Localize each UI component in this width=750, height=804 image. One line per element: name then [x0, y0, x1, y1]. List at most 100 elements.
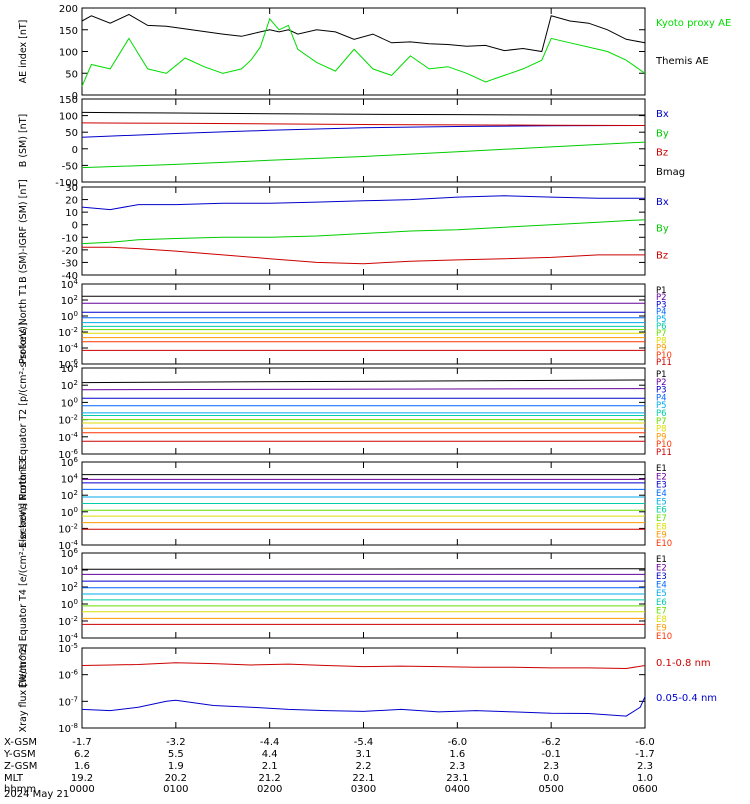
y-tick-label: 102 [61, 581, 78, 594]
legend-entry: By [656, 128, 669, 139]
legend-entry: 0.1-0.8 nm [656, 658, 711, 669]
y-tick-label: 10-4 [58, 539, 78, 552]
legend-entry: Themis AE [655, 56, 709, 67]
bottom-axis-row-label: MLT [4, 773, 24, 784]
legend-entry: E10 [656, 632, 672, 642]
legend-entry: P10 [656, 440, 672, 450]
legend-entry: 0.05-0.4 nm [656, 693, 717, 704]
legend-entry: E8 [656, 615, 667, 625]
legend-entry: P10 [656, 351, 672, 361]
legend-entry: E1 [656, 555, 667, 565]
y-tick-label: 10-2 [58, 326, 78, 339]
series-line [81, 125, 646, 138]
legend-entry: P1 [656, 286, 667, 296]
series-line [81, 141, 646, 169]
y-tick-label: 200 [59, 4, 78, 15]
legend-entry: E1 [656, 464, 667, 474]
bottom-axis-value: 0000 [69, 784, 94, 795]
y-tick-label: 10-4 [58, 632, 78, 645]
bottom-axis-value: 1.9 [168, 761, 184, 772]
legend-entry: E6 [656, 598, 667, 608]
bottom-axis-value: -6.0 [635, 737, 655, 748]
legend-entry: E2 [656, 472, 667, 482]
legend-entry: E8 [656, 522, 667, 532]
legend-entry: Bz [656, 148, 668, 159]
legend-entry: E3 [656, 481, 667, 491]
legend-entry: P2 [656, 293, 667, 303]
y-tick-label: 10-6 [58, 669, 78, 682]
bottom-axis-value: 3.1 [356, 749, 372, 760]
bottom-axis-value: 0200 [257, 784, 282, 795]
bottom-axis-value: 0100 [163, 784, 188, 795]
y-tick-label: 0 [72, 145, 78, 156]
series-line [81, 195, 645, 211]
bottom-axis-value: -5.4 [354, 737, 374, 748]
bottom-axis-value: 2.3 [449, 761, 465, 772]
legend-entry: Bx [656, 109, 669, 120]
bottom-axis-row-label: Y-GSM [3, 749, 36, 760]
y-axis-label: Protons North T1 [18, 284, 29, 364]
bottom-axis-value: 0400 [445, 784, 470, 795]
bottom-axis-value: -4.4 [260, 737, 280, 748]
y-tick-label: 10-6 [58, 448, 78, 461]
panel-frame [81, 647, 646, 729]
y-tick-label: -50 [62, 161, 78, 172]
bottom-axis-row-label: X-GSM [4, 737, 37, 748]
legend-entry: Bx [656, 197, 669, 208]
y-tick-label: 104 [61, 362, 79, 375]
y-axis-label: B (SM)-IGRF (SM) [nT] [18, 179, 29, 283]
y-tick-label: 50 [65, 69, 78, 80]
series-line [81, 568, 646, 570]
y-tick-label: -30 [62, 258, 78, 269]
bottom-axis-value: 1.6 [74, 761, 90, 772]
legend-entry: P6 [656, 322, 667, 332]
y-tick-label: -40 [62, 271, 78, 282]
y-tick-label: 104 [61, 473, 79, 486]
y-tick-label: 100 [61, 598, 78, 611]
panel-frame [81, 7, 646, 96]
y-tick-label: 100 [61, 310, 78, 323]
y-tick-label: 104 [61, 278, 79, 291]
bottom-axis-value: 6.2 [74, 749, 90, 760]
legend-entry: E4 [656, 489, 667, 499]
y-tick-label: 106 [61, 547, 79, 560]
y-tick-label: 10-2 [58, 414, 78, 427]
legend-entry: P4 [656, 393, 667, 403]
bottom-axis-value: -6.2 [541, 737, 561, 748]
legend-entry: P9 [656, 432, 667, 442]
bottom-axis-value: 2.2 [356, 761, 372, 772]
bottom-axis-value: -1.7 [635, 749, 655, 760]
legend-entry: P11 [656, 358, 672, 368]
legend-entry: E9 [656, 531, 667, 541]
y-tick-label: 100 [59, 112, 78, 123]
legend-entry: P5 [656, 315, 667, 325]
y-tick-label: 10-2 [58, 522, 78, 535]
legend-entry: E9 [656, 623, 667, 633]
y-tick-label: -100 [55, 178, 78, 189]
series-line [81, 662, 646, 670]
panel-frame [81, 186, 646, 276]
legend-entry: P7 [656, 417, 667, 427]
y-tick-label: 0 [72, 221, 78, 232]
legend-entry: E5 [656, 497, 667, 507]
series-line [81, 696, 646, 717]
series-line [81, 388, 646, 391]
legend-entry: E2 [656, 564, 667, 574]
panel-frame [81, 552, 646, 639]
bottom-axis-value: 0600 [632, 784, 657, 795]
bottom-axis-value: 0300 [351, 784, 376, 795]
legend-entry: Bmag [656, 167, 685, 178]
bottom-axis-row-label: 2024 May 21 [4, 789, 69, 800]
y-tick-label: -20 [62, 246, 78, 257]
series-line [81, 219, 646, 245]
bottom-axis-value: 21.2 [259, 773, 281, 784]
legend-entry: P7 [656, 329, 667, 339]
bottom-axis-value: 5.5 [168, 749, 184, 760]
legend-entry: P4 [656, 308, 667, 318]
y-tick-label: 106 [61, 456, 79, 469]
legend-entry: Kyoto proxy AE [656, 18, 731, 29]
bottom-axis-value: 2.3 [637, 761, 653, 772]
bottom-axis-value: 22.1 [352, 773, 374, 784]
legend-entry: E6 [656, 506, 667, 516]
legend-entry: P6 [656, 409, 667, 419]
